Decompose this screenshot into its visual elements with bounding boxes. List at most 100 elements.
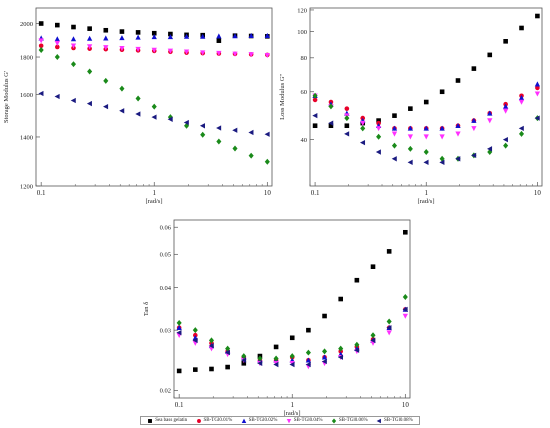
y-tick-label: 1400 xyxy=(20,134,33,141)
legend-item: SB-TGl0.08% xyxy=(376,418,413,424)
data-point xyxy=(375,149,381,155)
data-point xyxy=(306,327,311,333)
data-point xyxy=(487,118,493,124)
data-point xyxy=(391,142,398,149)
data-point xyxy=(264,32,270,38)
y-tick-label: 0.03 xyxy=(160,327,171,334)
x-tick-label: 1 xyxy=(424,189,428,197)
series-sb-tgl0-06- xyxy=(176,294,408,362)
data-point xyxy=(176,319,182,326)
data-point xyxy=(176,330,182,336)
data-point xyxy=(471,117,477,123)
data-point xyxy=(257,355,263,362)
x-tick-label: 10 xyxy=(534,189,542,197)
data-point xyxy=(38,21,44,26)
data-point xyxy=(423,159,429,165)
data-point xyxy=(87,68,93,75)
loss-modulus-chart: 0.1 1 10 40 60 80 100 120 [rad/s] Loss Modulus G'… xyxy=(279,7,543,205)
data-point xyxy=(87,26,92,31)
data-point xyxy=(167,48,174,54)
data-point xyxy=(70,61,77,68)
data-point xyxy=(119,46,125,52)
series-sb-tgl0-02- xyxy=(312,81,541,131)
data-point xyxy=(216,50,222,56)
data-point xyxy=(439,159,445,165)
data-point xyxy=(151,47,157,53)
data-point xyxy=(232,127,238,133)
legend-label: SB-TGl0.04% xyxy=(293,418,323,423)
legend-label: Sea bass gelatin xyxy=(155,418,188,423)
data-point xyxy=(487,146,493,152)
data-point xyxy=(360,120,366,126)
data-point xyxy=(402,313,408,319)
data-point xyxy=(518,130,525,137)
plot-frame xyxy=(309,7,543,187)
data-point xyxy=(375,126,382,132)
data-point xyxy=(322,313,327,319)
data-point xyxy=(151,114,157,120)
data-point xyxy=(70,36,77,42)
data-point xyxy=(209,366,214,372)
data-point xyxy=(370,337,376,344)
data-point xyxy=(200,50,206,56)
data-point xyxy=(518,95,525,101)
data-point xyxy=(208,343,214,349)
data-point xyxy=(471,152,477,159)
series-sea-bass-gelatin xyxy=(176,229,408,374)
data-point xyxy=(103,35,109,41)
data-point xyxy=(337,354,344,360)
data-point xyxy=(135,95,141,102)
data-point xyxy=(354,277,360,283)
data-point xyxy=(103,77,109,84)
y-tick-label: 0.05 xyxy=(160,252,171,259)
data-point xyxy=(386,249,392,254)
data-point xyxy=(135,111,141,117)
storage-modulus-chart: 0.1 1 10 1200 1400 1600 1800 2000 [rad/s] Storage… xyxy=(3,7,273,205)
series-sb-tgl0-08- xyxy=(38,90,270,137)
data-point xyxy=(71,24,76,30)
tan-delta-chart: 0.1 1 10 0.02 0.03 0.04 0.05 0.06 [rad/s] Tan δ xyxy=(143,219,411,417)
legend-marker-icon xyxy=(331,417,337,424)
data-point xyxy=(338,296,344,302)
data-point xyxy=(407,159,413,165)
legend-label: SB-TGl0.01% xyxy=(203,418,233,423)
series-sb-tgl0-02- xyxy=(38,32,270,42)
data-point xyxy=(354,341,360,348)
data-point xyxy=(312,123,318,129)
data-point xyxy=(305,357,312,363)
y-tick-label: 1200 xyxy=(20,183,33,190)
data-point xyxy=(248,152,254,159)
data-point xyxy=(534,115,540,121)
legend-marker-icon xyxy=(286,418,291,423)
data-point xyxy=(183,33,190,39)
data-point xyxy=(344,123,350,129)
data-point xyxy=(273,361,279,368)
data-point xyxy=(193,367,198,372)
data-point xyxy=(241,353,247,360)
data-point xyxy=(338,345,344,352)
data-point xyxy=(423,99,429,105)
data-point xyxy=(176,368,182,374)
data-point xyxy=(407,145,413,152)
data-point xyxy=(119,29,125,34)
data-point xyxy=(176,324,182,331)
data-point xyxy=(391,125,398,131)
data-point xyxy=(487,110,493,116)
plot-frame xyxy=(173,219,411,399)
data-point xyxy=(376,118,381,123)
data-point xyxy=(38,43,44,49)
data-point xyxy=(86,100,92,107)
data-point xyxy=(455,78,461,83)
data-point xyxy=(391,131,398,137)
x-axis-label: [rad/s] xyxy=(418,198,435,205)
legend-item: SB-TGl0.04% xyxy=(286,418,323,424)
data-point xyxy=(534,91,541,97)
data-point xyxy=(232,33,238,39)
legend-item: SB-TGl0.06% xyxy=(331,417,368,424)
data-point xyxy=(119,108,125,114)
legend-marker-icon xyxy=(241,418,246,423)
data-point xyxy=(439,125,445,131)
data-point xyxy=(321,354,328,360)
data-point xyxy=(135,30,141,35)
data-point xyxy=(305,361,311,368)
